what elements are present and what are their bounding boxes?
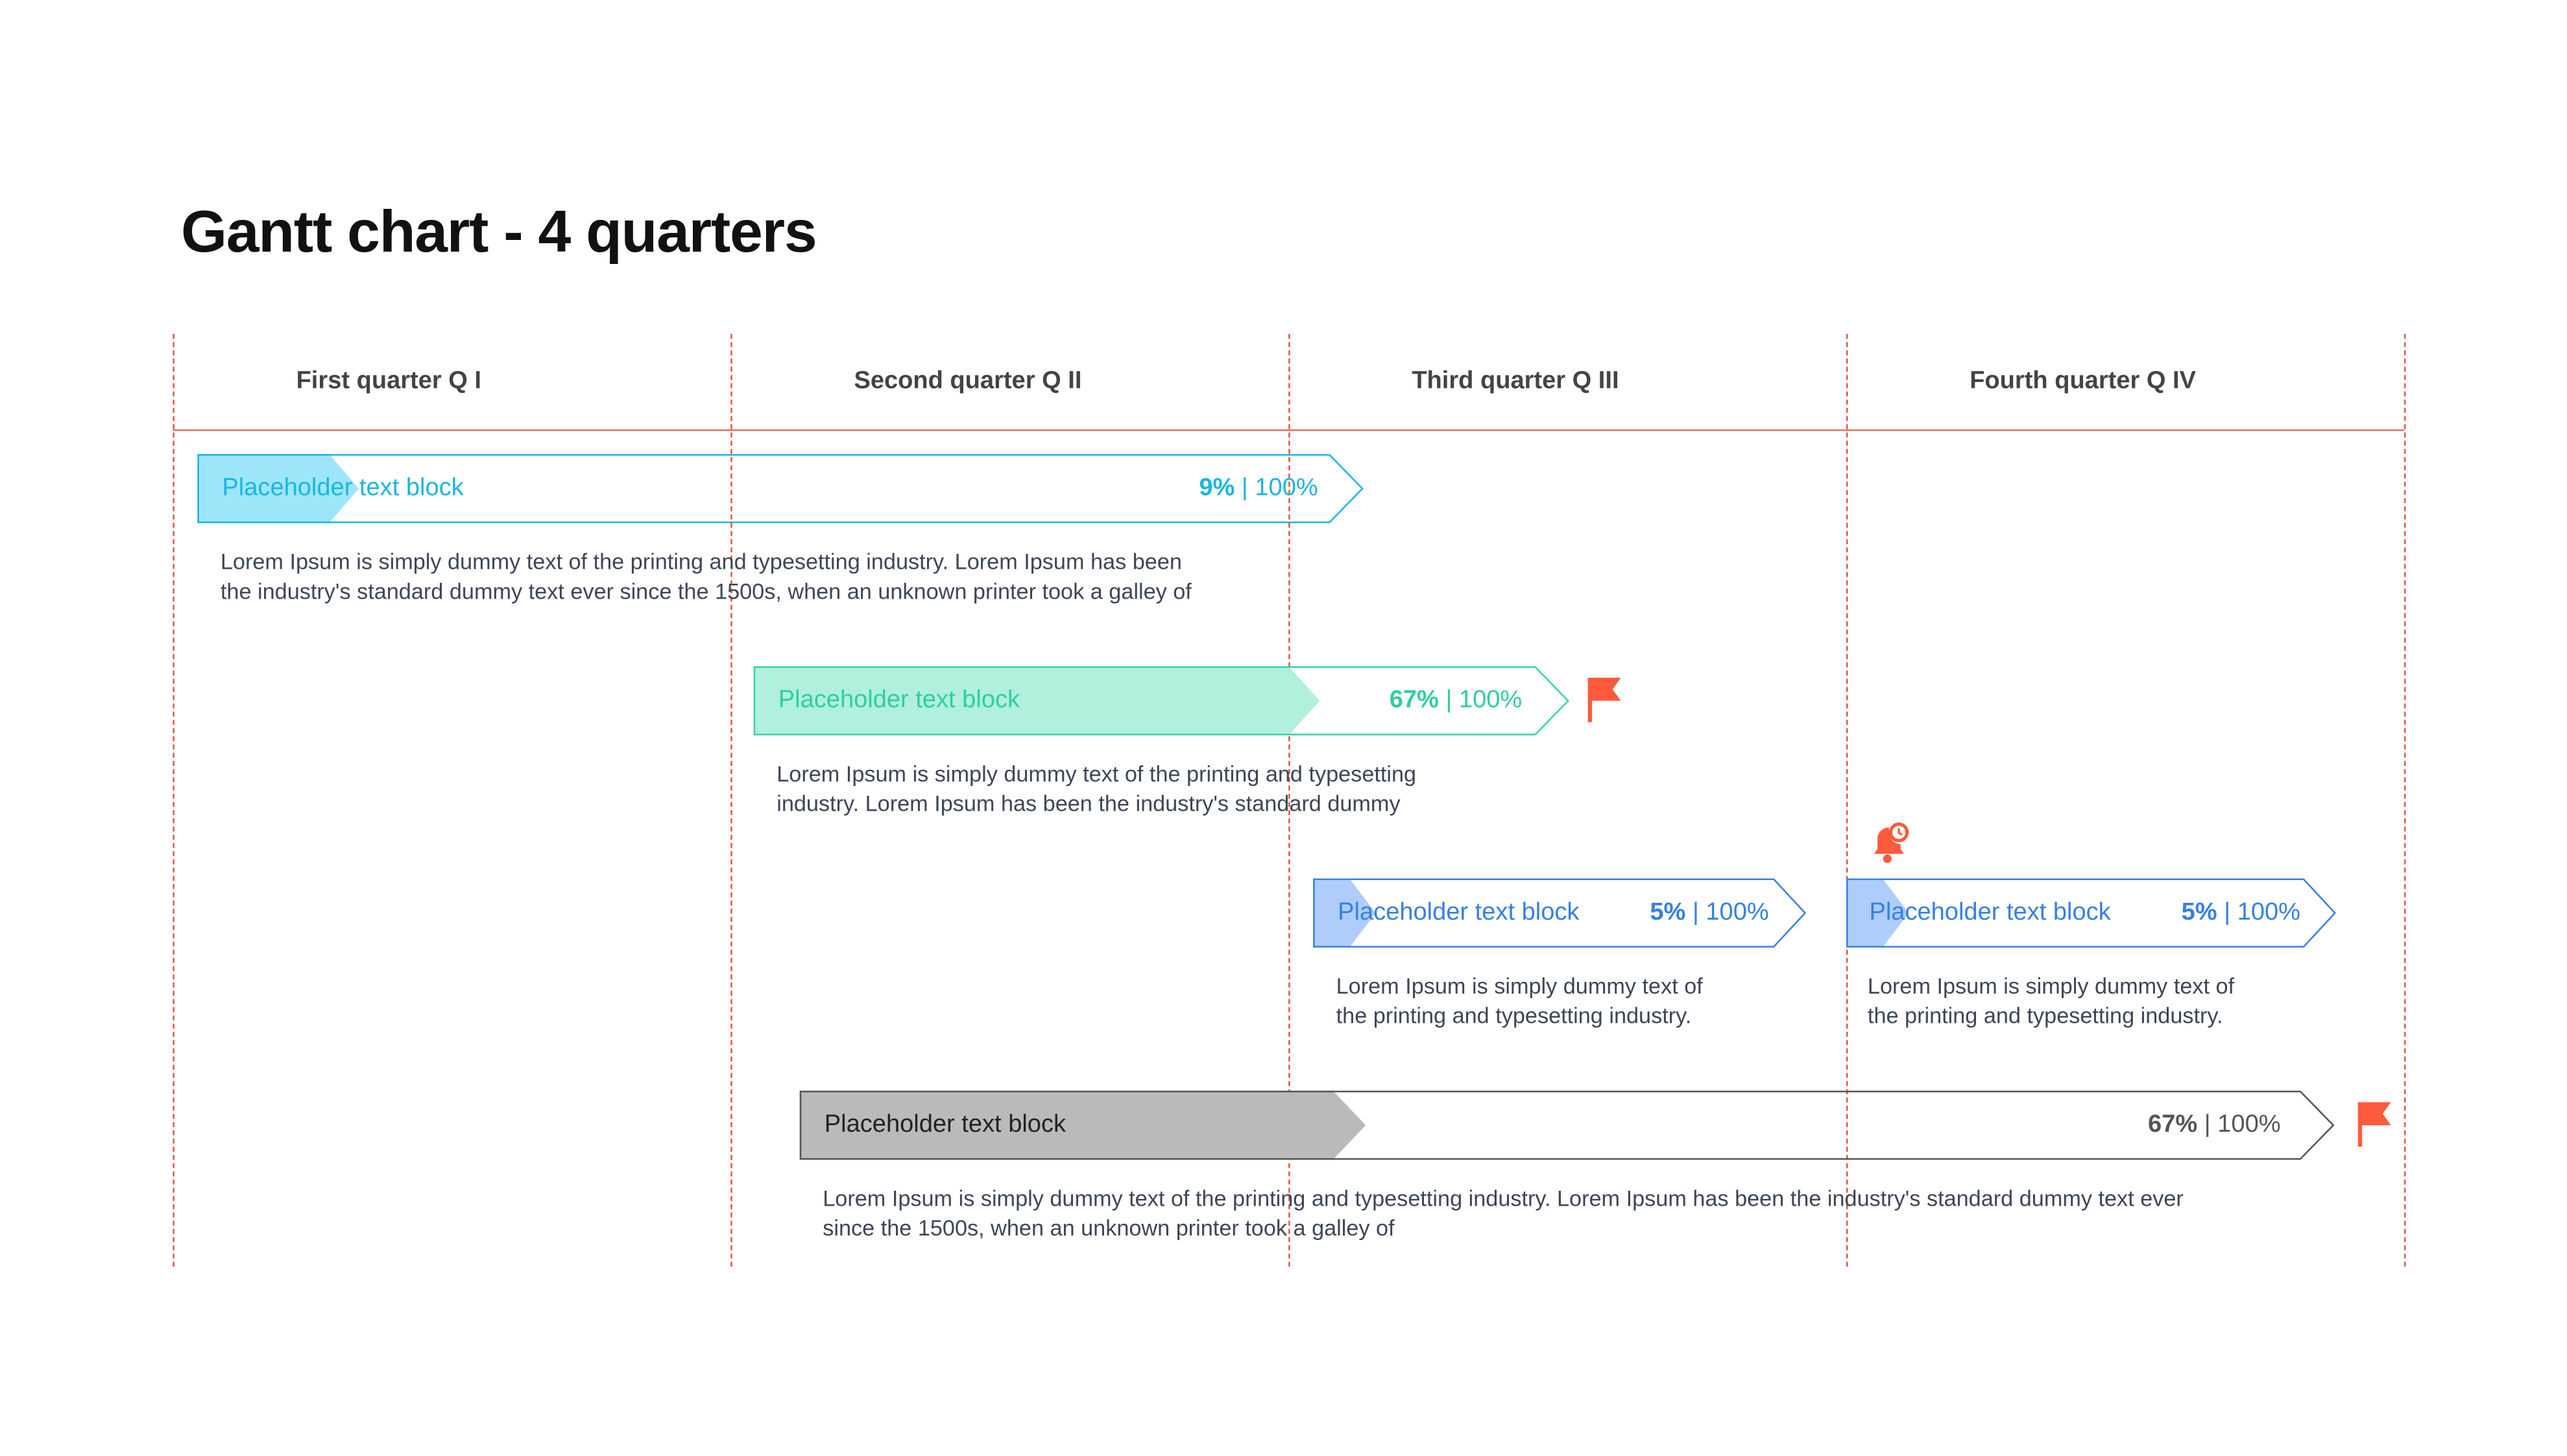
flag-icon xyxy=(1586,678,1622,724)
flag-icon xyxy=(2356,1102,2392,1148)
task-progress: 5% | 100% xyxy=(2181,898,2301,927)
task-progress: 67% | 100% xyxy=(1389,686,1523,714)
task-description: Lorem Ipsum is simply dummy text of the … xyxy=(777,761,1417,817)
quarter-divider xyxy=(1288,333,1290,1267)
task-bar-shape xyxy=(799,1090,2335,1160)
page-title: Gantt chart - 4 quarters xyxy=(181,197,817,265)
task-bar[interactable]: Placeholder text block 9% | 100% xyxy=(197,454,1366,527)
task-bar-shape xyxy=(1846,878,2337,948)
task-bar[interactable]: Placeholder text block 67% | 100% xyxy=(799,1090,2340,1164)
quarter-header-3: Third quarter Q III xyxy=(1412,366,1619,395)
task-bar[interactable]: Placeholder text block 5% | 100% xyxy=(1313,878,1810,951)
task-description: Lorem Ipsum is simply dummy text of the … xyxy=(823,1186,2184,1241)
task-description: Lorem Ipsum is simply dummy text of the p… xyxy=(1867,973,2235,1029)
header-line xyxy=(173,429,2404,431)
task-label: Placeholder text block xyxy=(222,473,464,502)
task-progress: 5% | 100% xyxy=(1650,898,1769,927)
task-label: Placeholder text block xyxy=(1338,898,1580,927)
quarter-header-1: First quarter Q I xyxy=(296,366,482,395)
task-label: Placeholder text block xyxy=(824,1110,1067,1139)
task-bar-shape xyxy=(197,454,1364,523)
task-description: Lorem Ipsum is simply dummy text of the p… xyxy=(1336,973,1703,1029)
quarter-divider xyxy=(173,333,175,1267)
task-bar[interactable]: Placeholder text block 67% | 100% xyxy=(753,666,1572,739)
task-progress: 9% | 100% xyxy=(1199,473,1318,502)
bell-clock-icon xyxy=(1868,821,1914,867)
task-bar[interactable]: Placeholder text block 5% | 100% xyxy=(1846,878,2343,951)
quarter-divider xyxy=(1846,333,1848,1267)
task-bar-shape xyxy=(1313,878,1807,948)
task-label: Placeholder text block xyxy=(778,686,1020,714)
quarter-header-4: Fourth quarter Q IV xyxy=(1970,366,2196,395)
task-progress: 67% | 100% xyxy=(2148,1110,2281,1139)
task-bar-shape xyxy=(753,666,1570,735)
quarter-divider xyxy=(2404,333,2406,1267)
quarter-header-2: Second quarter Q II xyxy=(854,366,1082,395)
task-description: Lorem Ipsum is simply dummy text of the … xyxy=(220,549,1192,604)
task-label: Placeholder text block xyxy=(1869,898,2111,927)
quarter-divider xyxy=(730,333,732,1267)
